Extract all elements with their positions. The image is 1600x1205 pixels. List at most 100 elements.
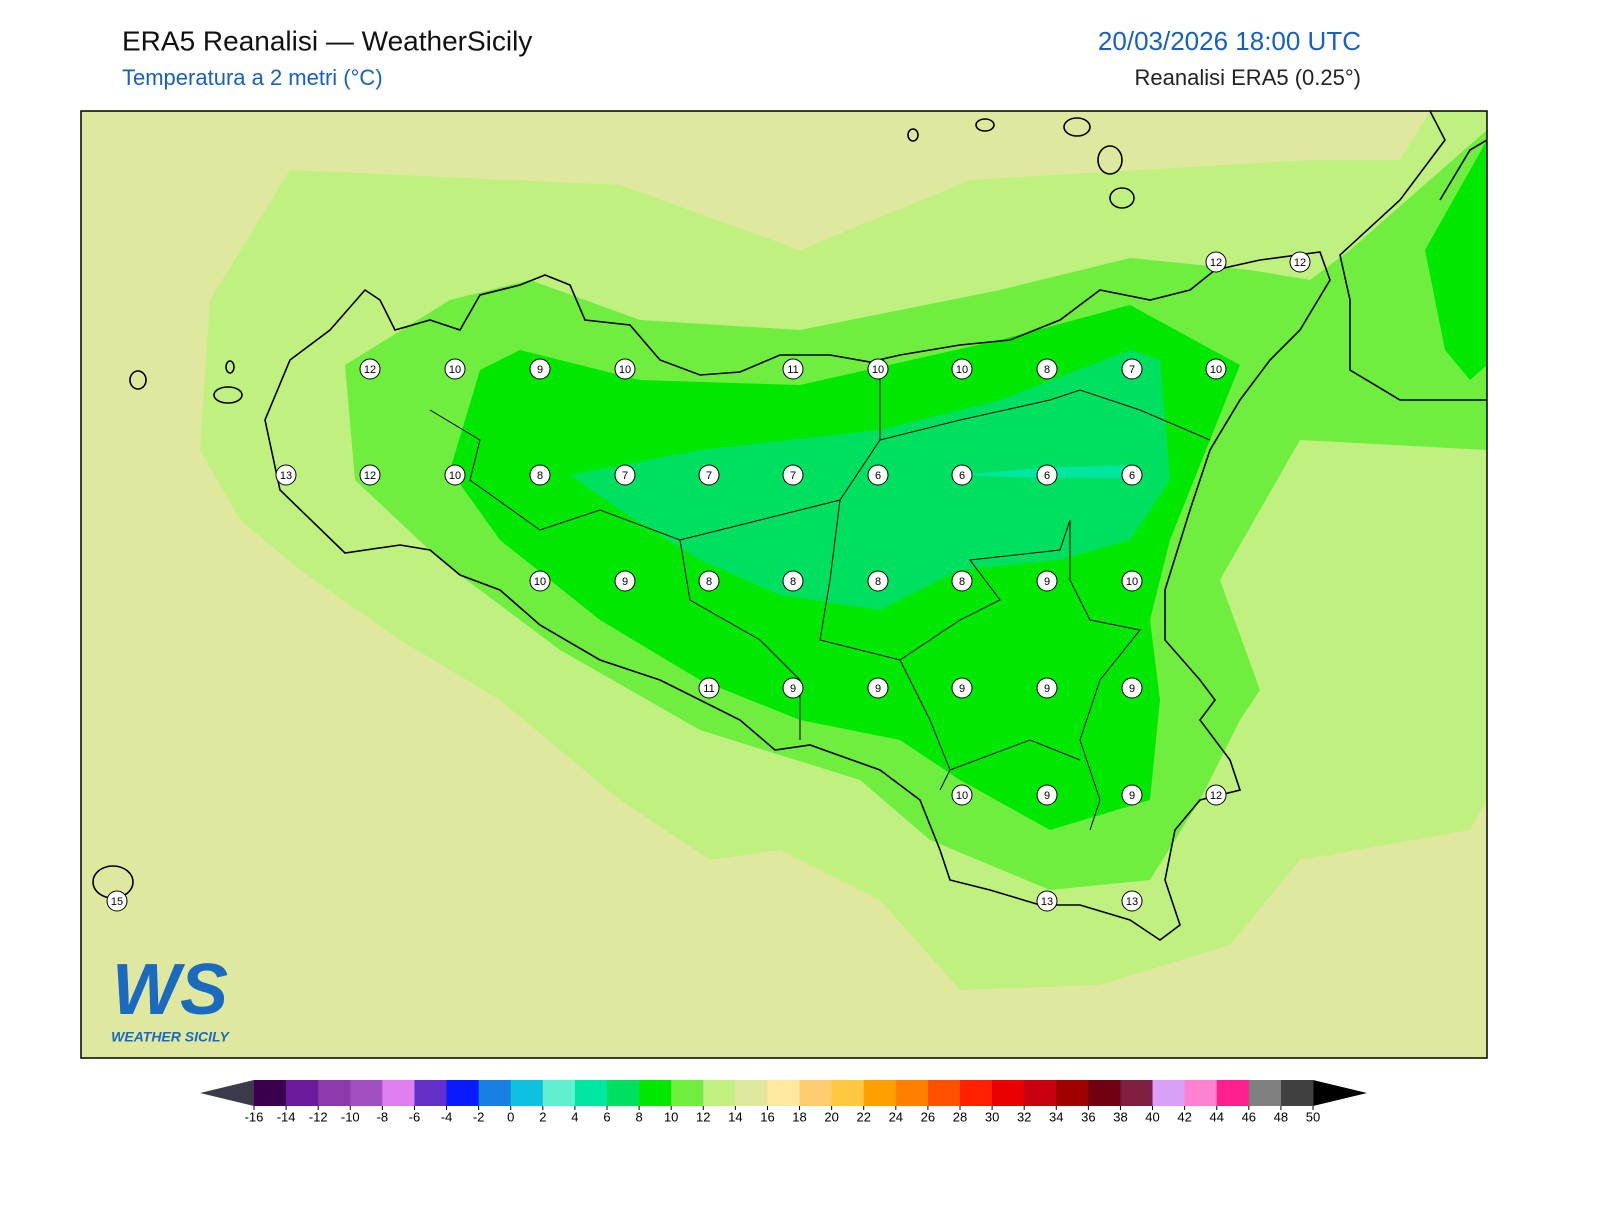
datetime: 20/03/2026 18:00 UTC <box>1098 26 1361 56</box>
station-marker <box>782 677 804 699</box>
station-marker <box>359 358 381 380</box>
colorbar-under <box>200 1080 254 1106</box>
station-marker <box>698 464 720 486</box>
source: Reanalisi ERA5 (0.25°) <box>1135 65 1361 90</box>
station-marker <box>444 358 466 380</box>
station-value: 12 <box>1210 257 1222 269</box>
colorbar-over <box>1313 1080 1367 1106</box>
station-value: 11 <box>703 683 714 695</box>
colorbar-segment <box>510 1080 544 1106</box>
station-marker <box>275 464 297 486</box>
station-value: 13 <box>280 470 292 482</box>
station-value: 9 <box>622 576 628 588</box>
station-value: 6 <box>1129 470 1135 482</box>
subtitle: Temperatura a 2 metri (°C) <box>122 65 383 90</box>
station-marker <box>529 464 551 486</box>
station-value: 12 <box>1294 257 1306 269</box>
station-marker <box>867 677 889 699</box>
colorbar-tick-label: 38 <box>1113 1109 1127 1124</box>
colorbar-segment <box>767 1080 801 1106</box>
station-marker <box>782 570 804 592</box>
colorbar-segment <box>703 1080 736 1106</box>
station-value: 10 <box>449 470 461 482</box>
station-value: 8 <box>790 576 796 588</box>
station-marker <box>951 464 973 486</box>
colorbar-segment <box>254 1080 287 1106</box>
station-value: 9 <box>1129 683 1135 695</box>
colorbar-segment <box>1184 1080 1218 1106</box>
station-marker <box>1036 890 1058 912</box>
colorbar: -16 -14 -12 -10 -8 -6 -4 -2 0 2 4 6 8 10 12 14 16 18 20 22 2… <box>200 1080 1367 1124</box>
colorbar-tick-label: 32 <box>1017 1109 1031 1124</box>
station-marker <box>951 358 973 380</box>
station-value: 6 <box>875 470 881 482</box>
station-marker <box>1036 570 1058 592</box>
colorbar-segment <box>1024 1080 1057 1106</box>
station-value: 13 <box>1126 896 1138 908</box>
station-marker <box>782 358 804 380</box>
station-value: 12 <box>364 364 376 376</box>
station-marker <box>614 570 636 592</box>
colorbar-tick-label: 44 <box>1209 1109 1223 1124</box>
station-value: 9 <box>537 364 543 376</box>
station-marker <box>529 358 551 380</box>
colorbar-tick-label: 20 <box>824 1109 838 1124</box>
station-marker <box>867 570 889 592</box>
station-marker <box>1205 251 1227 273</box>
colorbar-tick-label: 10 <box>664 1109 678 1124</box>
station-marker <box>359 464 381 486</box>
colorbar-segment <box>831 1080 865 1106</box>
colorbar-segment <box>286 1080 319 1106</box>
station-marker <box>951 677 973 699</box>
colorbar-tick-label: 18 <box>792 1109 806 1124</box>
colorbar-segment <box>639 1080 672 1106</box>
map: 12 10 9 10 11 10 10 8 7 10 12 12 13 12 10 8 7 7 7 6 6 6 6 10 9 8 8… <box>80 110 1488 1059</box>
station-marker <box>1121 784 1143 806</box>
colorbar-segment <box>542 1080 576 1106</box>
colorbar-segment <box>960 1080 993 1106</box>
station-marker <box>698 570 720 592</box>
colorbar-tick-label: 24 <box>889 1109 903 1124</box>
station-value: 7 <box>622 470 628 482</box>
colorbar-tick-label: 2 <box>539 1109 546 1124</box>
colorbar-tick-label: 16 <box>760 1109 774 1124</box>
station-marker <box>782 464 804 486</box>
logo-name: WEATHER SICILY <box>111 1029 230 1045</box>
colorbar-segment <box>318 1080 351 1106</box>
colorbar-tick-label: -14 <box>277 1109 296 1124</box>
colorbar-tick-label: -8 <box>377 1109 389 1124</box>
station-value: 7 <box>1129 364 1135 376</box>
station-value: 9 <box>875 683 881 695</box>
station-value: 10 <box>956 790 968 802</box>
station-value: 15 <box>111 896 123 908</box>
colorbar-segment <box>382 1080 415 1106</box>
colorbar-segment <box>1120 1080 1154 1106</box>
station-value: 6 <box>959 470 965 482</box>
colorbar-tick-label: -12 <box>309 1109 328 1124</box>
colorbar-segment <box>895 1080 929 1106</box>
station-value: 8 <box>537 470 543 482</box>
station-marker <box>1036 677 1058 699</box>
contour-band <box>1425 140 1487 380</box>
colorbar-tick-label: 14 <box>728 1109 742 1124</box>
colorbar-segment <box>1280 1080 1314 1106</box>
colorbar-segment <box>1056 1080 1089 1106</box>
colorbar-tick-label: -16 <box>245 1109 264 1124</box>
station-value: 11 <box>787 364 798 376</box>
colorbar-segment <box>1152 1080 1186 1106</box>
station-marker <box>1121 570 1143 592</box>
station-marker <box>698 677 720 699</box>
station-marker <box>1121 358 1143 380</box>
station-value: 10 <box>449 364 461 376</box>
colorbar-segment <box>671 1080 704 1106</box>
station-value: 7 <box>706 470 712 482</box>
station-marker <box>1205 358 1227 380</box>
station-marker <box>1205 784 1227 806</box>
colorbar-segment <box>799 1080 833 1106</box>
station-value: 13 <box>1041 896 1053 908</box>
colorbar-segment <box>992 1080 1025 1106</box>
colorbar-tick-label: 50 <box>1306 1109 1320 1124</box>
station-marker <box>614 358 636 380</box>
